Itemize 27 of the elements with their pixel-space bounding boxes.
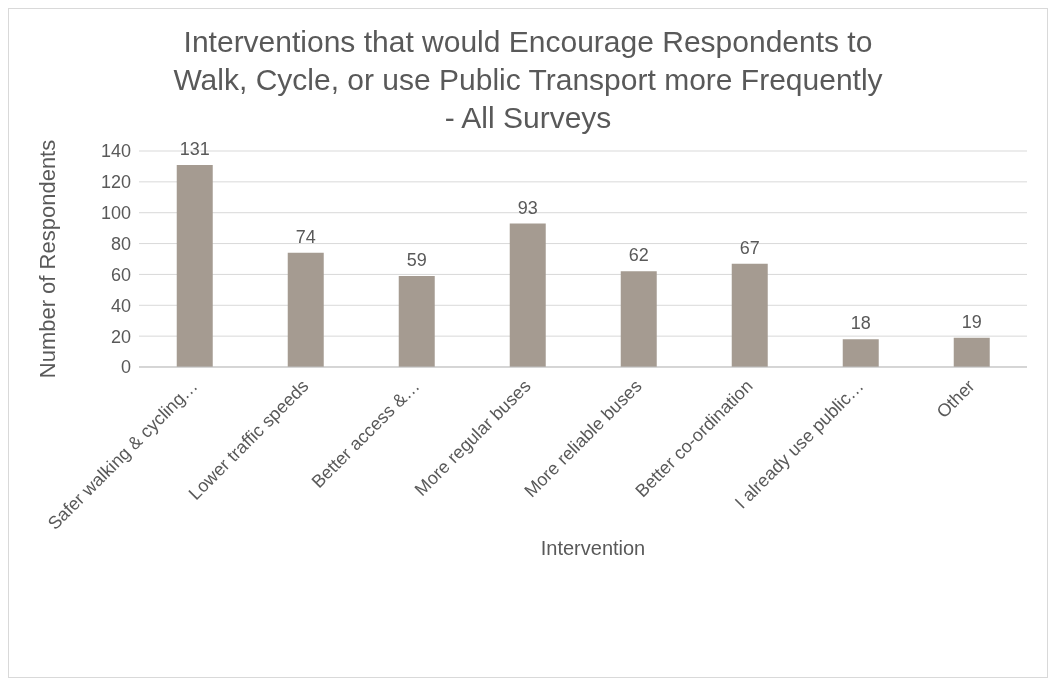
data-label: 19 [961,311,982,332]
data-label: 62 [628,245,649,266]
y-axis-title: Number of Respondents [34,139,60,379]
y-tick-label: 140 [100,141,131,162]
bar [731,263,768,367]
y-tick-label: 120 [100,172,131,193]
bar [398,275,435,367]
y-tick-label: 40 [110,295,131,316]
data-label: 131 [179,138,210,159]
data-label: 18 [850,313,871,334]
bar [953,337,990,367]
chart-title: Interventions that would Encourage Respondents to Walk, Cycle, or use Public Transport more Frequently - All Surveys [172,24,884,136]
bar [176,164,213,367]
y-tick-label: 20 [110,326,131,347]
bar [509,223,546,367]
y-tick-label: 80 [110,233,131,254]
data-label: 67 [739,237,760,258]
y-tick-label: 0 [120,357,131,378]
bar [287,252,324,367]
bar [620,271,657,367]
data-label: 59 [406,249,427,270]
data-label: 74 [295,226,316,247]
bar [842,339,879,367]
y-tick-label: 100 [100,203,131,224]
y-tick-label: 60 [110,264,131,285]
data-label: 93 [517,197,538,218]
x-axis-title: Intervention [539,537,647,560]
